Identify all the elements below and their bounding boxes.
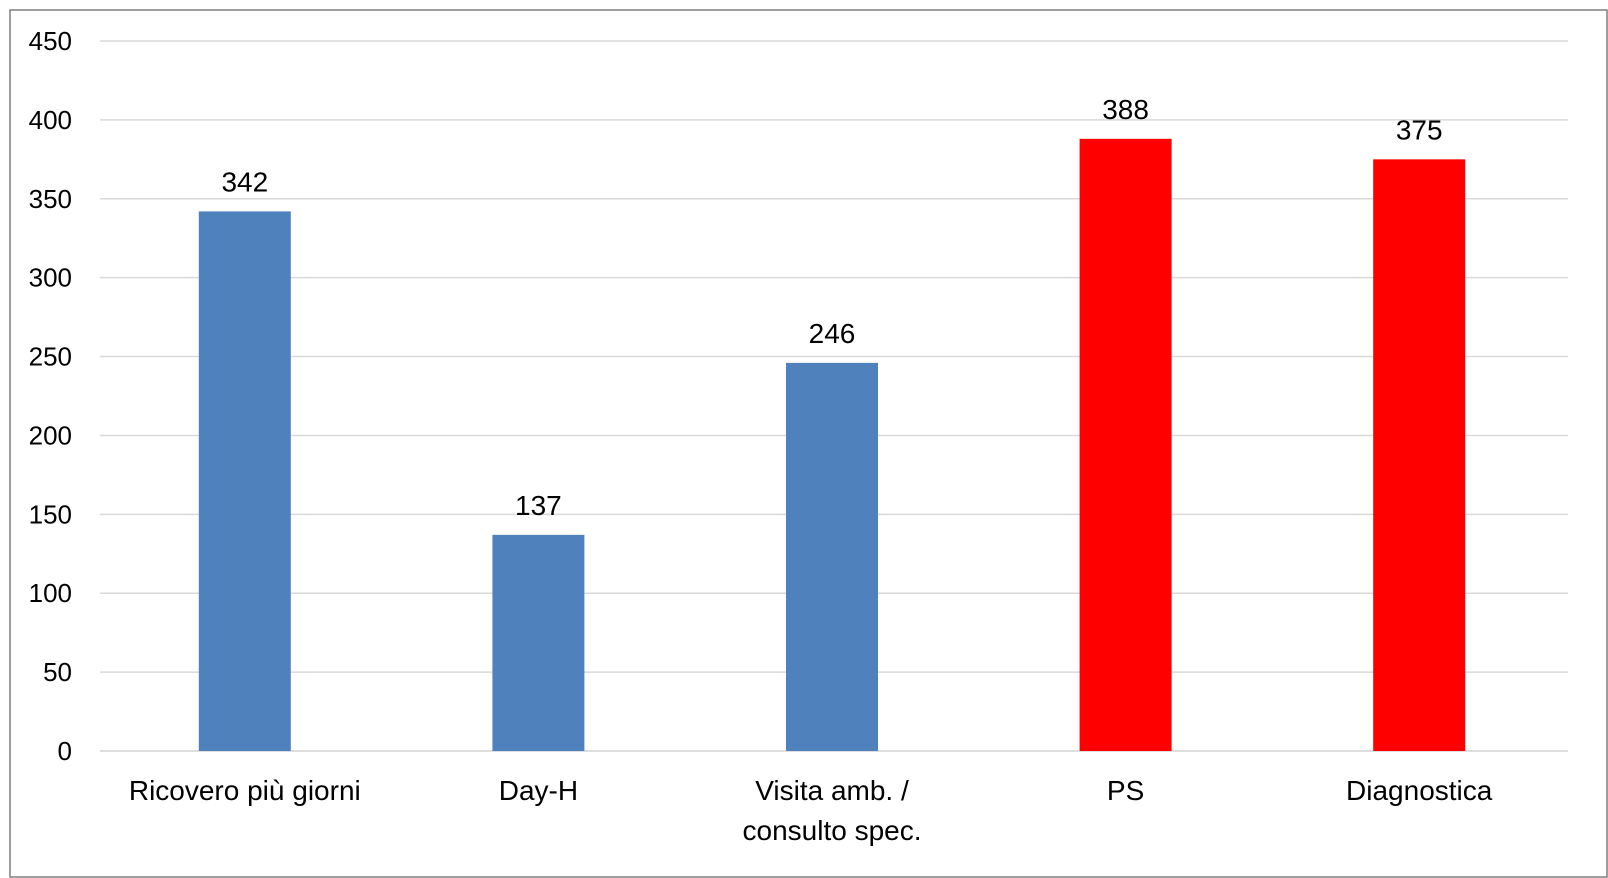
y-tick-label: 150: [29, 499, 72, 529]
bars: [198, 138, 1466, 752]
bar: [1079, 138, 1172, 752]
category-label: Day-H: [499, 775, 578, 806]
data-label: 375: [1396, 114, 1443, 145]
category-label: Diagnostica: [1346, 775, 1493, 806]
y-tick-label: 400: [29, 105, 72, 135]
data-label: 388: [1102, 94, 1149, 125]
category-label: consulto spec.: [743, 815, 922, 846]
chart-border: [9, 9, 1608, 878]
category-label: Ricovero più giorni: [129, 775, 361, 806]
data-label: 246: [809, 318, 856, 349]
y-tick-label: 250: [29, 342, 72, 372]
data-label: 137: [515, 490, 562, 521]
x-axis-categories: Ricovero più giorni Day-H Visita amb. / con…: [129, 775, 1493, 846]
gridlines: [100, 40, 1568, 752]
y-tick-label: 300: [29, 263, 72, 293]
bar: [1373, 159, 1466, 752]
bar: [198, 211, 291, 751]
category-label: PS: [1107, 775, 1144, 806]
category-label: Visita amb. /: [755, 775, 909, 806]
y-tick-label: 0: [58, 736, 72, 766]
bar: [786, 362, 878, 751]
data-labels: 342 137 246 388 375: [221, 94, 1442, 521]
y-tick-label: 450: [29, 26, 72, 56]
bar: [492, 534, 585, 751]
y-tick-label: 100: [29, 578, 72, 608]
y-tick-label: 200: [29, 420, 72, 450]
y-tick-label: 350: [29, 184, 72, 214]
data-label: 342: [221, 166, 268, 197]
y-axis-ticks: 0 50 100 150 200 250 300 350 400 450: [29, 26, 72, 766]
y-tick-label: 50: [43, 657, 72, 687]
